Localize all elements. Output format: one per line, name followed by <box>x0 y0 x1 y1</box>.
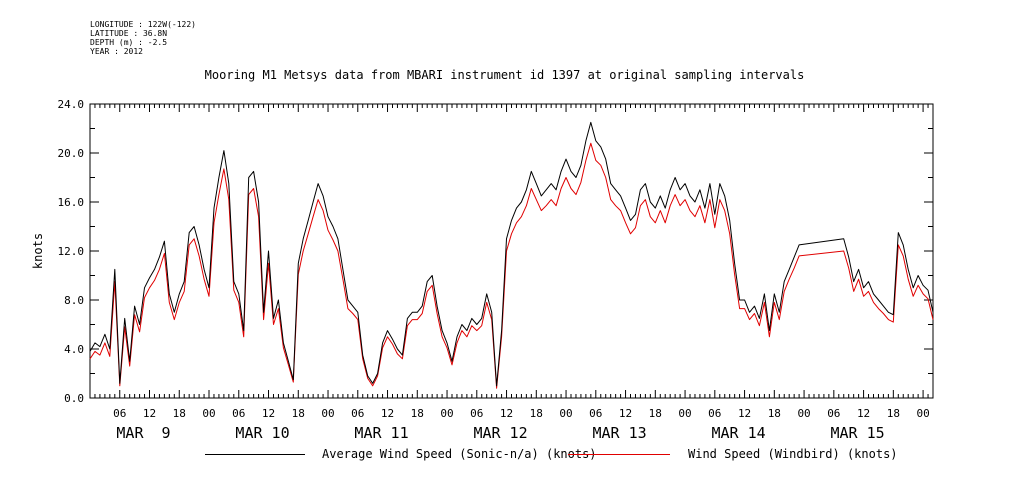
x-day-label: MAR 11 <box>354 424 408 442</box>
y-tick-label: 0.0 <box>64 392 84 405</box>
x-day-label: MAR 10 <box>235 424 289 442</box>
y-axis: 0.0 4.0 8.0 12.0 16.0 20.0 24.0 <box>58 98 933 405</box>
x-tick-label: 12 <box>262 407 275 420</box>
legend-label-windbird: Wind Speed (Windbird) (knots) <box>688 447 898 461</box>
x-tick-label: 06 <box>589 407 602 420</box>
x-day-label: MAR 14 <box>711 424 765 442</box>
x-tick-label: 12 <box>738 407 751 420</box>
series-line-windbird <box>89 142 934 389</box>
y-tick-label: 12.0 <box>58 245 85 258</box>
x-tick-label: 00 <box>321 407 334 420</box>
meta-latitude: LATITUDE : 36.8N <box>90 29 168 38</box>
x-tick-label: 18 <box>768 407 781 420</box>
x-tick-label: 00 <box>797 407 810 420</box>
x-tick-label: 18 <box>887 407 900 420</box>
x-tick-label: 12 <box>619 407 632 420</box>
x-tick-label: 18 <box>530 407 543 420</box>
x-tick-label: 12 <box>381 407 394 420</box>
x-day-label: MAR 9 <box>116 424 170 442</box>
y-axis-label: knots <box>31 233 45 269</box>
x-tick-label: 06 <box>232 407 245 420</box>
legend-swatch-windbird <box>568 454 670 455</box>
series-line-sonic <box>89 121 934 387</box>
plot-frame <box>89 103 934 399</box>
y-tick-label: 16.0 <box>58 196 85 209</box>
x-tick-label: 00 <box>440 407 453 420</box>
x-tick-label: 00 <box>916 407 929 420</box>
x-day-label: MAR 12 <box>473 424 527 442</box>
chart-title: Mooring M1 Metsys data from MBARI instru… <box>204 68 805 82</box>
x-tick-label: 18 <box>292 407 305 420</box>
meta-year: YEAR : 2012 <box>90 47 143 56</box>
meta-longitude: LONGITUDE : 122W(-122) <box>90 20 196 29</box>
x-tick-label: 00 <box>559 407 572 420</box>
x-axis: 06 12 18 00 06 12 18 00 06 12 18 00 06 12 18 00 06 12 18 00… <box>89 104 934 442</box>
meta-depth: DEPTH (m) : -2.5 <box>90 38 168 47</box>
y-tick-label: 4.0 <box>64 343 84 356</box>
legend-swatch-sonic <box>205 454 305 455</box>
x-tick-label: 00 <box>202 407 215 420</box>
x-tick-label: 18 <box>649 407 662 420</box>
x-tick-label: 12 <box>500 407 513 420</box>
y-tick-label: 20.0 <box>58 147 85 160</box>
x-tick-label: 06 <box>827 407 840 420</box>
x-tick-label: 12 <box>857 407 870 420</box>
x-tick-label: 06 <box>470 407 483 420</box>
x-tick-label: 06 <box>708 407 721 420</box>
x-tick-label: 18 <box>173 407 186 420</box>
x-tick-label: 06 <box>113 407 126 420</box>
x-day-label: MAR 13 <box>592 424 646 442</box>
x-tick-label: 12 <box>143 407 156 420</box>
x-tick-label: 18 <box>411 407 424 420</box>
series-group <box>89 121 934 389</box>
metadata-block: LONGITUDE : 122W(-122) LATITUDE : 36.8N … <box>90 20 196 56</box>
y-tick-label: 8.0 <box>64 294 84 307</box>
x-day-label: MAR 15 <box>830 424 884 442</box>
y-tick-label: 24.0 <box>58 98 85 111</box>
legend-label-sonic: Average Wind Speed (Sonic-n/a) (knots) <box>322 447 597 461</box>
x-tick-label: 00 <box>678 407 691 420</box>
x-tick-label: 06 <box>351 407 364 420</box>
